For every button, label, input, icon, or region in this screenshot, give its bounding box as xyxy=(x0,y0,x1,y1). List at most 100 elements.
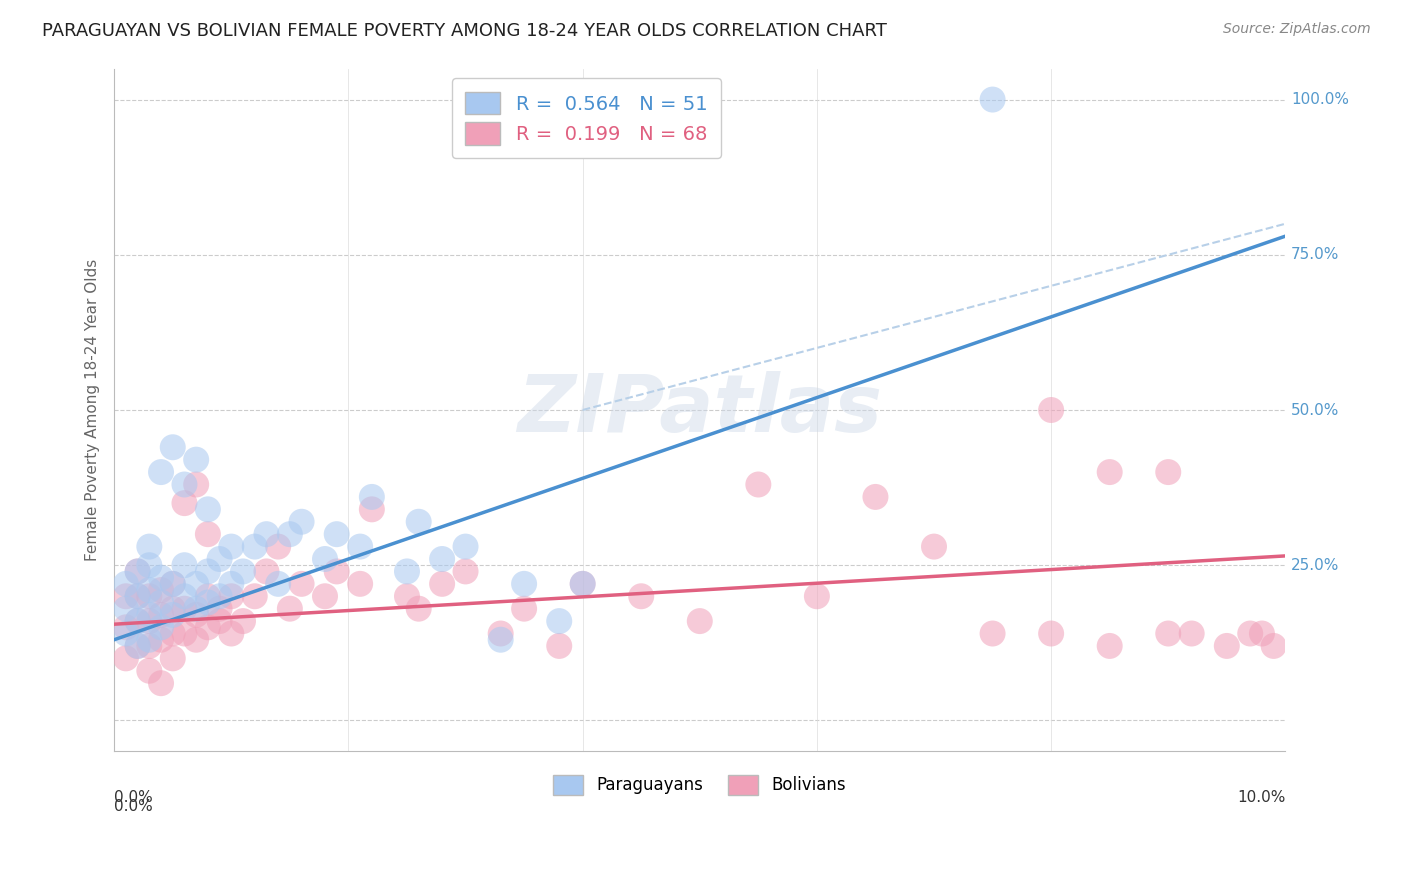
Point xyxy=(267,540,290,554)
Point xyxy=(232,614,254,628)
Point xyxy=(571,577,593,591)
Point xyxy=(548,639,571,653)
Point xyxy=(571,577,593,591)
Point xyxy=(243,589,266,603)
Point xyxy=(325,527,347,541)
Point xyxy=(173,626,195,640)
Point xyxy=(186,477,208,491)
Point xyxy=(138,582,160,597)
Point xyxy=(290,577,312,591)
Point xyxy=(221,626,243,640)
Point xyxy=(1251,626,1274,640)
Point xyxy=(981,626,1004,640)
Point xyxy=(186,607,208,622)
Point xyxy=(922,540,945,554)
Point xyxy=(430,577,453,591)
Text: 75.0%: 75.0% xyxy=(1291,247,1340,262)
Point xyxy=(256,565,278,579)
Point xyxy=(513,577,536,591)
Point xyxy=(243,540,266,554)
Point xyxy=(138,558,160,573)
Point xyxy=(349,540,371,554)
Point xyxy=(162,626,184,640)
Point xyxy=(138,614,160,628)
Point xyxy=(360,490,382,504)
Point xyxy=(806,589,828,603)
Point xyxy=(489,632,512,647)
Text: ZIPatlas: ZIPatlas xyxy=(517,371,883,449)
Point xyxy=(150,571,173,585)
Point xyxy=(208,614,231,628)
Point xyxy=(115,589,138,603)
Point xyxy=(150,676,173,690)
Point xyxy=(290,515,312,529)
Point xyxy=(127,589,149,603)
Point xyxy=(747,477,769,491)
Point xyxy=(395,589,418,603)
Point xyxy=(197,595,219,609)
Point xyxy=(186,452,208,467)
Point xyxy=(513,601,536,615)
Point xyxy=(208,589,231,603)
Point xyxy=(138,639,160,653)
Point xyxy=(162,651,184,665)
Point xyxy=(186,577,208,591)
Point xyxy=(208,601,231,615)
Point xyxy=(127,565,149,579)
Text: Source: ZipAtlas.com: Source: ZipAtlas.com xyxy=(1223,22,1371,37)
Point xyxy=(162,607,184,622)
Point xyxy=(430,552,453,566)
Point xyxy=(221,589,243,603)
Text: 10.0%: 10.0% xyxy=(1237,790,1285,805)
Point xyxy=(221,577,243,591)
Point xyxy=(197,620,219,634)
Point xyxy=(150,465,173,479)
Point xyxy=(314,552,336,566)
Point xyxy=(1181,626,1204,640)
Point xyxy=(454,540,477,554)
Point xyxy=(689,614,711,628)
Text: PARAGUAYAN VS BOLIVIAN FEMALE POVERTY AMONG 18-24 YEAR OLDS CORRELATION CHART: PARAGUAYAN VS BOLIVIAN FEMALE POVERTY AM… xyxy=(42,22,887,40)
Point xyxy=(162,577,184,591)
Point xyxy=(173,601,195,615)
Point xyxy=(115,577,138,591)
Point xyxy=(150,607,173,622)
Point xyxy=(186,632,208,647)
Point xyxy=(314,589,336,603)
Point xyxy=(127,614,149,628)
Point xyxy=(1040,403,1063,417)
Point xyxy=(395,565,418,579)
Point xyxy=(221,540,243,554)
Point xyxy=(138,664,160,678)
Point xyxy=(138,589,160,603)
Point xyxy=(127,639,149,653)
Point xyxy=(360,502,382,516)
Point xyxy=(162,577,184,591)
Point xyxy=(1263,639,1285,653)
Text: 100.0%: 100.0% xyxy=(1291,92,1350,107)
Point xyxy=(1157,626,1180,640)
Point xyxy=(115,620,138,634)
Point xyxy=(278,601,301,615)
Text: 0.0%: 0.0% xyxy=(114,799,153,814)
Point xyxy=(138,540,160,554)
Point xyxy=(1098,639,1121,653)
Y-axis label: Female Poverty Among 18-24 Year Olds: Female Poverty Among 18-24 Year Olds xyxy=(86,259,100,561)
Point xyxy=(1157,465,1180,479)
Point xyxy=(162,440,184,454)
Point xyxy=(548,614,571,628)
Point xyxy=(115,651,138,665)
Point xyxy=(115,601,138,615)
Point xyxy=(232,565,254,579)
Point xyxy=(865,490,887,504)
Point xyxy=(349,577,371,591)
Point xyxy=(127,639,149,653)
Point xyxy=(150,620,173,634)
Point xyxy=(186,601,208,615)
Point xyxy=(630,589,652,603)
Point xyxy=(162,601,184,615)
Point xyxy=(197,565,219,579)
Point xyxy=(267,577,290,591)
Point xyxy=(150,595,173,609)
Point xyxy=(1098,465,1121,479)
